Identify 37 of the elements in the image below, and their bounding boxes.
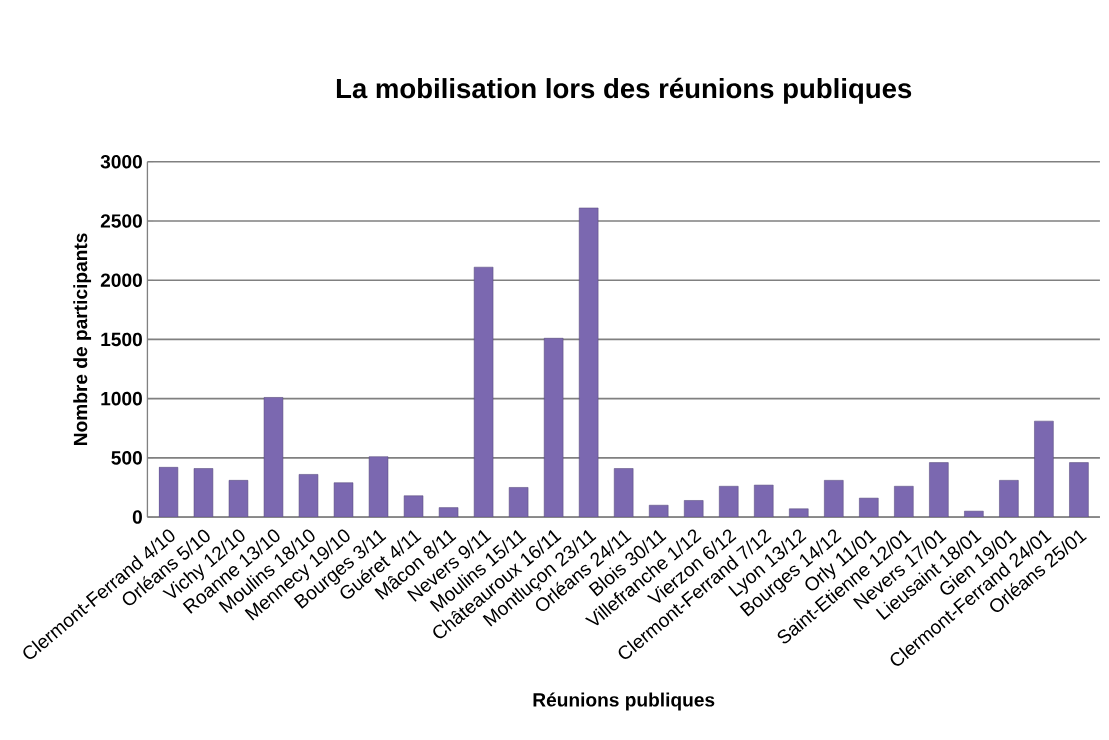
bar <box>964 510 984 518</box>
bar <box>1034 420 1054 518</box>
bar <box>368 456 389 518</box>
bar <box>929 462 949 518</box>
bar <box>578 207 599 518</box>
bar <box>403 495 424 518</box>
bar <box>508 487 529 518</box>
chart-title: La mobilisation lors des réunions publiques <box>336 77 912 104</box>
bar <box>228 480 249 518</box>
y-tick-label: 1000 <box>101 391 142 406</box>
y-tick-label: 2500 <box>100 214 142 228</box>
bar <box>859 497 879 518</box>
bar <box>473 266 494 518</box>
bar <box>438 507 459 518</box>
y-tick-label: 500 <box>111 451 142 465</box>
bar <box>333 482 354 518</box>
bar <box>754 484 774 518</box>
bar <box>298 474 319 518</box>
bar <box>684 500 704 518</box>
bar <box>999 480 1019 518</box>
bar <box>894 485 914 518</box>
bar <box>824 480 844 518</box>
y-tick-label: 1500 <box>101 332 142 347</box>
bar <box>719 485 739 518</box>
bar <box>613 468 634 518</box>
y-axis-title: Nombre de participants <box>73 233 92 445</box>
y-tick-label: 2000 <box>100 273 142 287</box>
bar <box>1069 462 1089 518</box>
bar <box>789 508 809 518</box>
y-tick-label: 0 <box>132 510 142 524</box>
bar <box>158 467 179 518</box>
y-tick-label: 3000 <box>100 154 142 169</box>
bar <box>648 504 669 518</box>
x-axis-title: Réunions publiques <box>533 692 715 711</box>
bar <box>543 337 564 518</box>
bar <box>263 397 284 518</box>
bar <box>193 468 214 518</box>
